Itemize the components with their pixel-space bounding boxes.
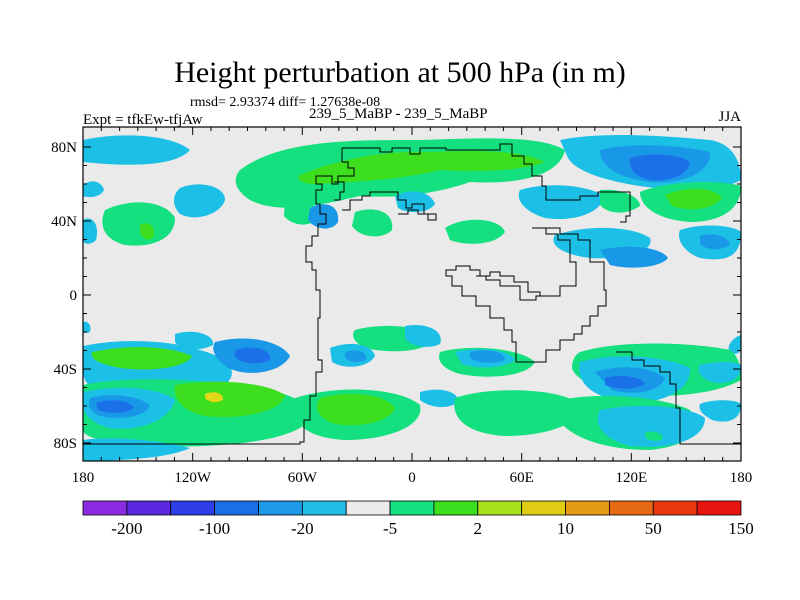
contour-region xyxy=(597,405,705,447)
contour-region xyxy=(235,347,271,364)
contour-region xyxy=(91,347,192,370)
coastline xyxy=(83,148,355,445)
lon-tick-label: 180 xyxy=(72,470,95,486)
colorbar-swatch xyxy=(521,500,566,516)
contour-region xyxy=(700,234,730,250)
stats-line: rmsd= 2.93374 diff= 1.27638e-08 xyxy=(190,95,381,110)
colorbar-swatch xyxy=(214,500,259,516)
lon-tick-label: 120E xyxy=(615,470,647,486)
colorbar xyxy=(82,500,742,516)
contour-region xyxy=(645,431,663,441)
coastline xyxy=(616,351,741,445)
colorbar-swatch xyxy=(258,500,303,516)
season-label: JJA xyxy=(718,109,741,125)
colorbar-swatch xyxy=(301,500,347,516)
colorbar-swatch xyxy=(477,500,523,516)
colorbar-swatch xyxy=(696,500,742,516)
contour-region xyxy=(698,362,741,383)
contour-region xyxy=(83,181,104,198)
colorbar-swatch xyxy=(170,500,215,516)
colorbar-swatch xyxy=(345,500,391,516)
axis-ticks xyxy=(82,127,742,461)
contour-region xyxy=(405,324,441,347)
lat-tick-label: 80N xyxy=(51,140,77,156)
contour-region xyxy=(728,335,741,354)
contour-region xyxy=(174,381,285,418)
colorbar-swatch xyxy=(433,500,479,516)
experiment-label: Expt = tfkEw-tfjAw xyxy=(83,112,203,128)
lat-tick-label: 0 xyxy=(70,288,78,304)
colorbar-swatch xyxy=(652,500,698,516)
contour-region xyxy=(518,185,605,220)
colorbar-labels: -200 -100 -20 -5 2 10 50 150 xyxy=(111,519,753,538)
colorbar-label: 2 xyxy=(474,519,483,538)
colorbar-swatch xyxy=(126,500,172,516)
contour-field xyxy=(83,135,741,461)
contour-region xyxy=(83,135,190,165)
colorbar-label: 10 xyxy=(557,519,574,538)
page-title: Height perturbation at 500 hPa (in m) xyxy=(174,56,626,89)
run-comparison-label: 239_5_MaBP - 239_5_MaBP xyxy=(309,106,488,122)
colorbar-label: -20 xyxy=(291,519,314,538)
contour-region xyxy=(445,219,505,244)
lon-tick-label: 60E xyxy=(510,470,534,486)
lon-tick-label: 180 xyxy=(730,470,753,486)
coastline xyxy=(445,227,607,363)
contour-region xyxy=(605,376,645,389)
coastline xyxy=(334,181,345,201)
colorbar-label: -200 xyxy=(111,519,142,538)
lat-tick-label: 80S xyxy=(54,436,77,452)
contour-region xyxy=(298,151,545,185)
coastlines xyxy=(83,143,741,445)
contour-region xyxy=(352,209,393,237)
lon-tick-label: 60W xyxy=(288,470,318,486)
contour-region xyxy=(600,246,668,268)
contour-region xyxy=(175,331,214,350)
coastline xyxy=(342,191,437,221)
colorbar-swatch xyxy=(389,500,435,516)
contour-region xyxy=(629,154,690,181)
contour-region xyxy=(345,350,367,363)
contour-region xyxy=(665,188,722,210)
contour-region xyxy=(395,191,435,213)
contour-region xyxy=(205,392,224,403)
contour-region xyxy=(83,321,91,333)
contour-region xyxy=(96,400,134,413)
colorbar-label: 50 xyxy=(645,519,662,538)
colorbar-swatch xyxy=(82,500,128,516)
contour-region xyxy=(454,390,581,436)
contour-region xyxy=(102,202,175,246)
lon-tick-label: 120W xyxy=(174,470,212,486)
contour-region xyxy=(470,350,505,363)
contour-region xyxy=(316,393,395,426)
colorbar-label: -100 xyxy=(199,519,230,538)
contour-region xyxy=(174,184,225,218)
contour-region xyxy=(140,223,155,240)
colorbar-label: 150 xyxy=(728,519,754,538)
lat-tick-label: 40S xyxy=(54,362,77,378)
colorbar-swatch xyxy=(609,500,654,516)
contour-region xyxy=(699,400,741,422)
lon-tick-label: 0 xyxy=(408,470,416,486)
lat-tick-label: 40N xyxy=(51,214,77,230)
contour-region xyxy=(420,389,459,408)
contour-region xyxy=(308,204,339,229)
colorbar-label: -5 xyxy=(383,519,397,538)
contour-region xyxy=(83,218,98,244)
coastline xyxy=(342,143,631,223)
colorbar-swatch xyxy=(565,500,610,516)
coastline xyxy=(476,271,541,296)
